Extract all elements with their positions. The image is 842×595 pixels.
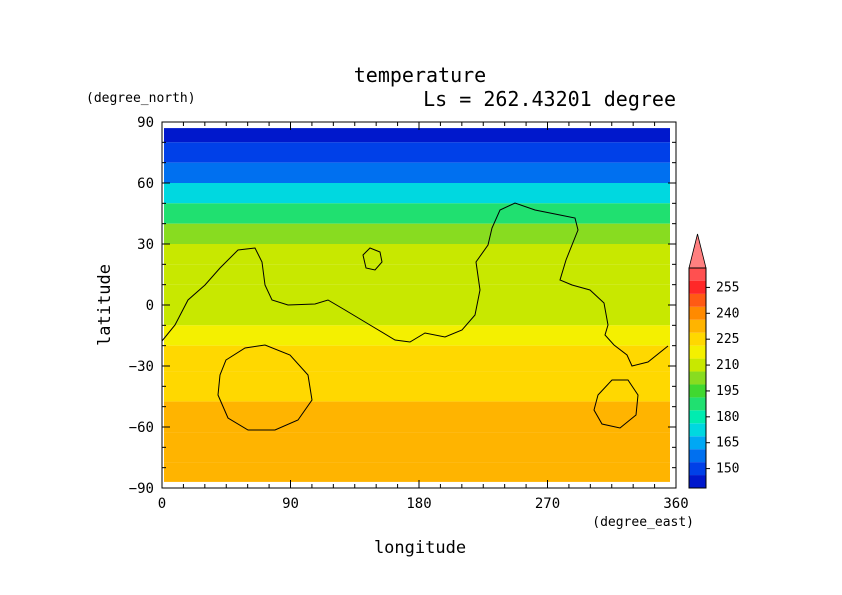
y-tick-label: 90 (137, 115, 154, 131)
chart-title: temperature (354, 63, 486, 87)
temperature-band (164, 325, 670, 346)
temperature-band (164, 183, 670, 204)
contour-fill (162, 122, 676, 488)
y-tick-label: −60 (129, 420, 154, 436)
temperature-band (164, 128, 670, 143)
colorbar-segment (689, 423, 706, 437)
y-tick-label: −30 (129, 359, 154, 375)
temperature-band (164, 223, 670, 244)
crater-outline (593, 379, 639, 429)
temperature-band (164, 264, 670, 285)
island-outline (362, 247, 383, 271)
temperature-band (164, 284, 670, 305)
colorbar-segment (689, 410, 706, 424)
colorbar-segment (689, 475, 706, 488)
southern-basin-outline (217, 344, 313, 431)
x-tick-label: 360 (663, 496, 688, 512)
colorbar-label: 255 (716, 280, 739, 295)
y-tick-label: −90 (129, 481, 154, 497)
colorbar-segment (689, 345, 706, 359)
colorbar-label: 240 (716, 306, 739, 321)
colorbar-label: 180 (716, 410, 739, 425)
colorbar-segment (689, 371, 706, 385)
colorbar-extend-triangle (688, 233, 707, 269)
temperature-band (164, 401, 670, 433)
colorbar-label: 165 (716, 436, 739, 451)
y-axis-label: latitude (95, 264, 115, 346)
topography-contours (161, 202, 669, 431)
chart-subtitle: Ls = 262.43201 degree (423, 87, 676, 111)
temperature-band (164, 162, 670, 183)
colorbar: 150 165 180 195 210 225 240 255 (688, 233, 739, 489)
colorbar-segment (689, 384, 706, 398)
y-units: (degree_north) (86, 91, 196, 106)
colorbar-segment (689, 293, 706, 307)
x-tick-label: 90 (282, 496, 299, 512)
colorbar-segment (689, 449, 706, 463)
y-tick-label: 0 (146, 298, 154, 314)
colorbar-segment (689, 462, 706, 476)
colorbar-segment (689, 280, 706, 294)
temperature-band (164, 345, 670, 372)
x-tick-label: 270 (535, 496, 560, 512)
colorbar-segment (689, 319, 706, 333)
temperature-band (164, 432, 670, 463)
temperature-band (164, 462, 670, 482)
colorbar-label: 210 (716, 358, 739, 373)
axis-ticks (161, 121, 677, 489)
colorbar-segment (689, 436, 706, 450)
colorbar-segment (689, 358, 706, 372)
colorbar-label: 150 (716, 462, 739, 477)
continent-outline (161, 202, 669, 367)
colorbar-frame (688, 267, 707, 489)
y-tick-label: 30 (137, 237, 154, 253)
temperature-band (164, 371, 670, 402)
temperature-band (164, 244, 670, 265)
temperature-band (164, 203, 670, 224)
x-axis-label: longitude (374, 538, 466, 558)
x-tick-label: 0 (158, 496, 166, 512)
colorbar-segment (689, 306, 706, 320)
tick-labels: 0 90 180 270 360 90 60 30 0 −30 −60 −90 (129, 115, 689, 512)
y-tick-label: 60 (137, 176, 154, 192)
colorbar-label: 195 (716, 384, 739, 399)
colorbar-segment (689, 332, 706, 346)
colorbar-segment (689, 268, 706, 281)
x-units: (degree_east) (592, 515, 694, 530)
temperature-band (164, 142, 670, 163)
colorbar-label: 225 (716, 332, 739, 347)
x-tick-label: 180 (406, 496, 431, 512)
colorbar-segment (689, 397, 706, 411)
temperature-band (164, 305, 670, 326)
